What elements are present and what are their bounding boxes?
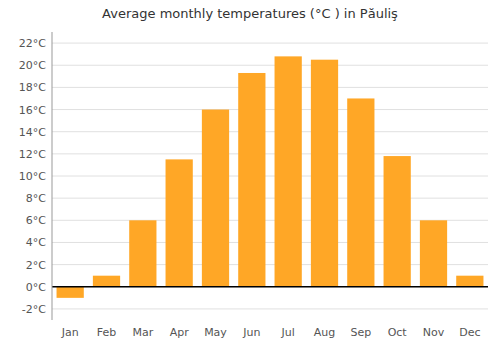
grid-line [52,153,488,154]
x-tick-label: Feb [97,326,116,339]
title: Average monthly temperatures (°C ) in Pă… [102,6,398,21]
y-tick-label: 20°C [19,59,46,72]
y-tick-label: 2°C [26,259,46,272]
bar [57,287,84,298]
grid-line [52,87,488,88]
x-tick-label: Dec [459,326,480,339]
grid-line [52,286,488,287]
bar [166,159,193,286]
bar [384,156,411,287]
zero-line [52,286,488,288]
bar [93,276,120,287]
bar [311,60,338,287]
x-tick-label: Jun [242,326,260,339]
x-tick-label: Aug [314,326,335,339]
x-tick-label: Jul [281,326,295,339]
y-tick-label: 0°C [26,281,46,294]
grid-line [52,308,488,309]
y-tick-label: -2°C [22,303,46,316]
y-tick-label: 8°C [26,192,46,205]
bar [238,73,265,287]
chart: Average monthly temperatures (°C ) in Pă… [0,0,500,350]
chart-container: Average monthly temperatures (°C ) in Pă… [0,0,500,350]
bar [202,110,229,287]
x-tick-label: Oct [388,326,408,339]
grid-line [52,109,488,110]
bar [275,56,302,286]
x-tick-label: Sep [350,326,371,339]
y-tick-label: 14°C [19,126,46,139]
y-tick-label: 18°C [19,81,46,94]
grid-line [52,65,488,66]
x-tick-label: Nov [423,326,445,339]
grid-line [52,131,488,132]
bar [420,220,447,286]
x-tick-label: Jan [61,326,79,339]
y-tick-label: 12°C [19,148,46,161]
y-axis-line [52,32,53,320]
x-tick-label: May [204,326,227,339]
y-tick-label: 10°C [19,170,46,183]
y-tick-label: 16°C [19,104,46,117]
grid-line [52,198,488,199]
bars [57,56,484,297]
grid-line [52,176,488,177]
grid-line [52,43,488,44]
y-tick-label: 6°C [26,214,46,227]
x-tick-label: Apr [170,326,190,339]
bar [129,220,156,286]
y-tick-label: 22°C [19,37,46,50]
bar [456,276,483,287]
grid [52,43,488,309]
y-tick-label: 4°C [26,236,46,249]
bar [347,98,374,286]
x-tick-label: Mar [132,326,153,339]
